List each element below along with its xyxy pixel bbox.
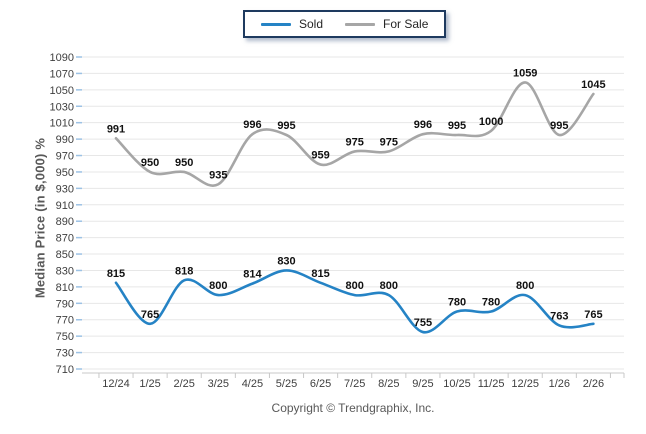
svg-text:1030: 1030 (50, 101, 74, 113)
svg-text:765: 765 (584, 309, 602, 321)
svg-text:830: 830 (56, 265, 74, 277)
for-sale-line (114, 81, 595, 187)
svg-text:770: 770 (56, 315, 74, 327)
svg-text:850: 850 (56, 249, 74, 261)
svg-text:995: 995 (277, 120, 295, 132)
svg-text:991: 991 (107, 123, 125, 135)
svg-text:800: 800 (516, 280, 534, 292)
for-sale-line-swatch (345, 22, 376, 26)
svg-text:996: 996 (414, 119, 432, 131)
legend: Sold For Sale (243, 10, 447, 38)
svg-text:8/25: 8/25 (378, 378, 399, 390)
svg-text:4/25: 4/25 (242, 378, 263, 390)
svg-text:1000: 1000 (479, 116, 503, 128)
svg-text:1045: 1045 (581, 79, 605, 91)
x-axis-labels: 12/24 1/25 2/25 3/25 4/25 5/25 6/25 7/25 8/25 9/2… (102, 378, 604, 390)
svg-text:800: 800 (346, 280, 364, 292)
svg-text:890: 890 (56, 216, 74, 228)
legend-label-for-sale: For Sale (383, 17, 429, 31)
legend-item-sold: Sold (261, 17, 323, 31)
svg-text:3/25: 3/25 (208, 378, 229, 390)
svg-text:950: 950 (141, 157, 159, 169)
svg-text:7/25: 7/25 (344, 378, 365, 390)
svg-text:750: 750 (56, 331, 74, 343)
svg-text:990: 990 (56, 134, 74, 146)
svg-text:995: 995 (448, 120, 466, 132)
svg-text:975: 975 (346, 136, 364, 148)
svg-text:950: 950 (56, 167, 74, 179)
svg-text:10/25: 10/25 (443, 378, 471, 390)
svg-text:1050: 1050 (50, 85, 74, 97)
svg-text:818: 818 (175, 265, 193, 277)
svg-text:815: 815 (311, 268, 329, 280)
svg-text:995: 995 (550, 120, 568, 132)
svg-text:1/26: 1/26 (549, 378, 570, 390)
svg-text:763: 763 (550, 310, 568, 322)
svg-text:6/25: 6/25 (310, 378, 331, 390)
svg-text:830: 830 (277, 255, 295, 267)
svg-text:5/25: 5/25 (276, 378, 297, 390)
sold-line-swatch (261, 22, 291, 26)
y-axis-labels: 710 730 750 770 790 810 830 850 870 890 910 930 950 9… (50, 52, 74, 376)
svg-text:1059: 1059 (513, 67, 537, 79)
svg-text:910: 910 (56, 200, 74, 212)
svg-text:930: 930 (56, 183, 74, 195)
y-axis-title: Median Price (in $,000) % (32, 137, 48, 299)
svg-text:800: 800 (380, 280, 398, 292)
svg-text:730: 730 (56, 348, 74, 360)
svg-text:780: 780 (482, 297, 500, 309)
svg-text:1010: 1010 (50, 118, 74, 130)
svg-text:815: 815 (107, 268, 125, 280)
svg-text:765: 765 (141, 309, 159, 321)
svg-text:2/25: 2/25 (173, 378, 194, 390)
x-axis (82, 372, 625, 378)
y-axis-ticks (76, 56, 82, 370)
svg-text:1070: 1070 (50, 68, 74, 80)
svg-text:1090: 1090 (50, 52, 74, 64)
sold-line (114, 269, 595, 334)
svg-text:975: 975 (380, 136, 398, 148)
for-sale-data-labels: 991 950 950 935 996 995 959 975 975 996 995 1000 105… (107, 67, 606, 181)
svg-text:790: 790 (56, 298, 74, 310)
sold-data-labels: 815 765 818 800 814 830 815 800 800 755 780 780 800 7… (107, 255, 603, 329)
svg-text:9/25: 9/25 (412, 378, 433, 390)
svg-text:959: 959 (311, 150, 329, 162)
svg-text:710: 710 (56, 364, 74, 376)
svg-text:12/25: 12/25 (511, 378, 539, 390)
svg-text:1/25: 1/25 (139, 378, 160, 390)
legend-item-for-sale: For Sale (345, 17, 428, 31)
svg-text:950: 950 (175, 157, 193, 169)
svg-text:810: 810 (56, 282, 74, 294)
svg-text:870: 870 (56, 233, 74, 245)
svg-text:755: 755 (414, 317, 432, 329)
svg-text:800: 800 (209, 280, 227, 292)
svg-text:780: 780 (448, 297, 466, 309)
svg-text:11/25: 11/25 (478, 378, 505, 390)
copyright-text: Copyright © Trendgraphix, Inc. (271, 401, 435, 415)
svg-text:970: 970 (56, 151, 74, 163)
gridlines (82, 56, 624, 370)
svg-text:12/24: 12/24 (102, 378, 130, 390)
svg-text:814: 814 (243, 269, 262, 281)
svg-text:996: 996 (243, 119, 261, 131)
svg-text:935: 935 (209, 169, 227, 181)
svg-text:2/26: 2/26 (583, 378, 604, 390)
legend-label-sold: Sold (299, 17, 324, 31)
